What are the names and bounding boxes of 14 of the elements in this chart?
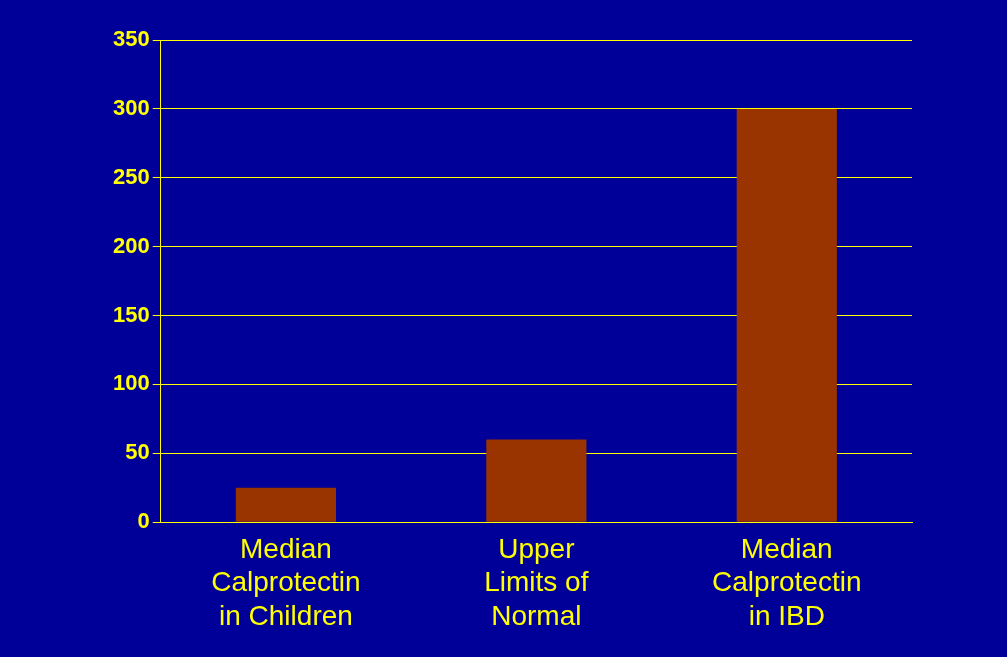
x-tick-label: Median Calprotectin in IBD <box>712 532 862 631</box>
x-tick-label: Upper Limits of Normal <box>484 532 589 631</box>
x-tick-label: Median Calprotectin in Children <box>211 532 361 631</box>
y-tick-label: 200 <box>112 232 150 258</box>
y-tick-label: 150 <box>112 301 150 327</box>
y-tick-label: 50 <box>125 439 150 465</box>
y-tick-label: 100 <box>112 370 150 396</box>
bar <box>235 487 337 522</box>
y-tick-label: 300 <box>112 94 150 120</box>
y-tick-label: 0 <box>137 508 150 534</box>
bar <box>486 439 587 522</box>
y-tick-label: 350 <box>112 26 150 52</box>
bar <box>736 108 837 522</box>
y-tick-label: 250 <box>112 163 150 189</box>
